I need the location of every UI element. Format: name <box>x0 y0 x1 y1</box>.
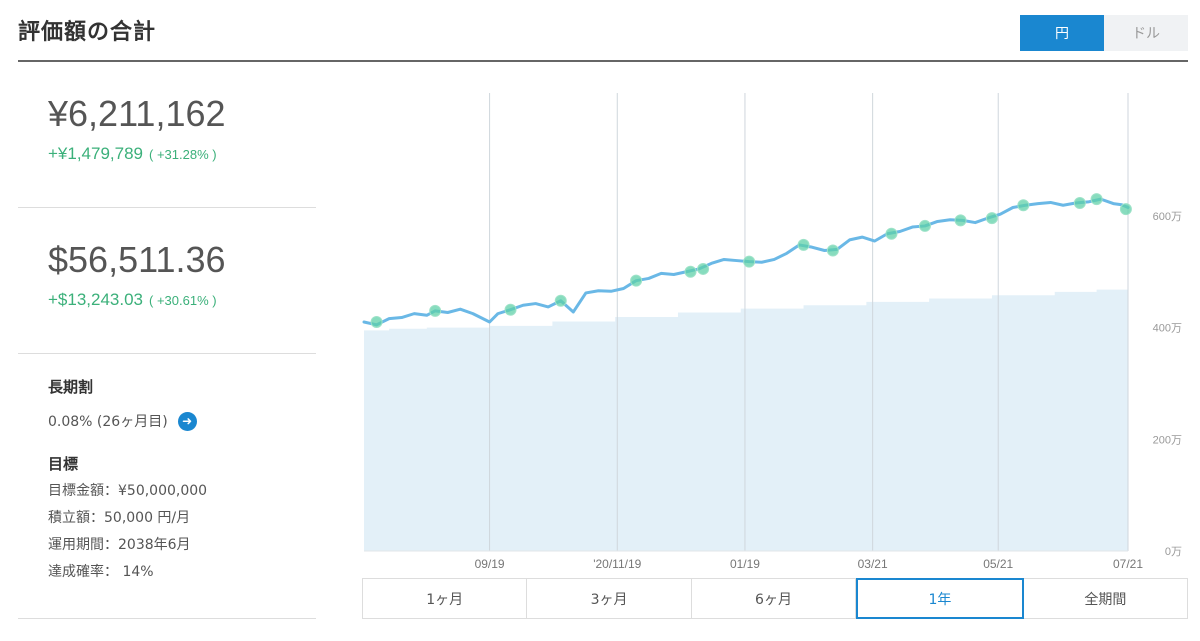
jpy-summary: ¥6,211,162 +¥1,479,789 ( +31.28% ) <box>18 62 316 208</box>
long-term-discount-heading: 長期割 <box>48 378 94 396</box>
arrow-right-icon[interactable]: ➜ <box>177 411 197 431</box>
x-tick-label-1: '20/11/19 <box>593 557 641 571</box>
deposit-marker-15 <box>1073 197 1086 210</box>
goal-heading: 目標 <box>48 455 79 473</box>
deposit-marker-0 <box>370 316 383 328</box>
usd-gain-amount: +$13,243.03 <box>48 290 144 309</box>
summary-panel: ¥6,211,162 +¥1,479,789 ( +31.28% ) $56,51… <box>18 62 316 582</box>
period-tab-1-month[interactable]: 1ヶ月 <box>363 579 528 618</box>
x-tick-label-5: 07/21 <box>1113 557 1143 571</box>
deposit-marker-13 <box>985 212 998 225</box>
deposit-marker-6 <box>697 262 710 275</box>
long-term-discount-rate: 0.08% (26ヶ月目) <box>48 414 168 430</box>
currency-toggle: 円 ドル <box>1020 15 1188 51</box>
deposit-marker-14 <box>1017 199 1030 212</box>
deposit-marker-11 <box>918 219 931 232</box>
usd-total-value: $56,511.36 <box>48 239 226 280</box>
usd-summary: $56,511.36 +$13,243.03 ( +30.61% ) <box>18 208 316 354</box>
y-tick-label-3: 600万 <box>1153 211 1182 223</box>
period-tab-1-year[interactable]: 1年 <box>856 578 1024 619</box>
usd-gain-percent: ( +30.61% ) <box>149 293 217 308</box>
deposit-marker-12 <box>954 214 967 227</box>
deposit-marker-17 <box>1119 203 1132 216</box>
usd-gain: +$13,243.03 ( +30.61% ) <box>48 290 316 310</box>
jpy-gain-percent: ( +31.28% ) <box>149 147 217 162</box>
goal-amount: 目標金額：¥50,000,000 <box>48 483 208 499</box>
period-tab-all[interactable]: 全期間 <box>1023 579 1188 618</box>
jpy-gain-amount: +¥1,479,789 <box>48 144 144 163</box>
y-tick-label-2: 400万 <box>1153 323 1182 335</box>
deposit-marker-2 <box>504 303 517 316</box>
deposit-marker-16 <box>1090 193 1103 206</box>
goal-monthly-contribution: 積立額：50,000 円/月 <box>48 510 191 526</box>
deposit-marker-7 <box>743 255 756 268</box>
account-info: 長期割 0.08% (26ヶ月目) ➜ 目標 目標金額：¥50,000,000 … <box>18 354 316 582</box>
deposit-marker-8 <box>797 238 810 251</box>
x-tick-label-4: 05/21 <box>983 557 1013 571</box>
deposit-marker-1 <box>429 304 442 317</box>
deposit-marker-4 <box>630 274 643 287</box>
period-tab-6-months[interactable]: 6ヶ月 <box>691 579 857 618</box>
x-tick-label-0: 09/19 <box>475 557 505 571</box>
deposit-marker-10 <box>885 227 898 240</box>
jpy-gain: +¥1,479,789 ( +31.28% ) <box>48 144 316 164</box>
y-tick-label-0: 0万 <box>1165 546 1182 558</box>
deposit-marker-3 <box>554 294 567 307</box>
goal-period: 運用期間：2038年6月 <box>48 537 191 553</box>
valuation-chart-svg: 0万 200万 400万 600万 09/19 '20/11/19 01/19 03/21 05… <box>362 93 1182 571</box>
long-term-discount-row: 0.08% (26ヶ月目) ➜ <box>48 411 316 431</box>
x-tick-label-2: 01/19 <box>730 557 760 571</box>
page-title: 評価額の合計 <box>18 20 157 45</box>
y-tick-label-1: 200万 <box>1153 434 1182 446</box>
period-tabs: 1ヶ月 3ヶ月 6ヶ月 1年 全期間 <box>362 578 1188 619</box>
principal-area <box>364 288 1128 551</box>
currency-dollar-button[interactable]: ドル <box>1104 15 1188 51</box>
period-tab-3-months[interactable]: 3ヶ月 <box>527 579 692 618</box>
currency-yen-button[interactable]: 円 <box>1020 15 1104 51</box>
jpy-total-value: ¥6,211,162 <box>48 93 226 134</box>
goal-probability: 達成確率： 14% <box>48 564 154 580</box>
deposit-marker-9 <box>826 244 839 257</box>
header: 評価額の合計 円 ドル <box>18 0 1188 62</box>
deposit-marker-5 <box>684 265 697 278</box>
x-tick-label-3: 03/21 <box>858 557 888 571</box>
valuation-chart: 0万 200万 400万 600万 09/19 '20/11/19 01/19 03/21 05… <box>362 85 1200 575</box>
divider <box>18 618 316 619</box>
